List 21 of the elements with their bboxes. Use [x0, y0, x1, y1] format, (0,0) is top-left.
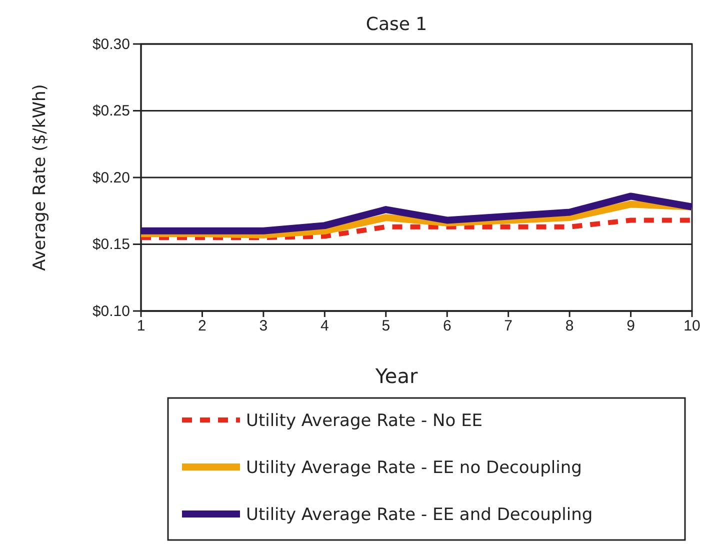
legend-label: Utility Average Rate - EE and Decoupling — [246, 505, 593, 525]
legend-label: Utility Average Rate - EE no Decoupling — [246, 458, 582, 478]
chart-title: Case 1 — [366, 14, 428, 35]
y-tick-label: $0.15 — [92, 236, 130, 254]
y-tick-label: $0.20 — [92, 169, 130, 186]
x-tick-label: 5 — [382, 318, 390, 335]
x-tick-label: 2 — [198, 318, 206, 335]
x-tick-label: 3 — [259, 318, 268, 335]
x-axis-title: Year — [374, 364, 418, 388]
x-tick-label: 9 — [626, 318, 635, 335]
x-tick-label: 6 — [442, 318, 452, 335]
legend-label: Utility Average Rate - No EE — [246, 411, 483, 431]
y-tick-label: $0.30 — [92, 36, 130, 53]
x-tick-label: 10 — [684, 318, 700, 335]
y-axis-title: Average Rate ($/kWh) — [30, 84, 50, 271]
x-tick-label: 7 — [504, 318, 513, 335]
x-tick-label: 8 — [565, 318, 574, 335]
x-tick-label: 4 — [320, 318, 329, 335]
y-tick-label: $0.25 — [92, 102, 130, 120]
x-tick-label: 1 — [136, 318, 146, 335]
y-tick-label: $0.10 — [92, 302, 130, 320]
